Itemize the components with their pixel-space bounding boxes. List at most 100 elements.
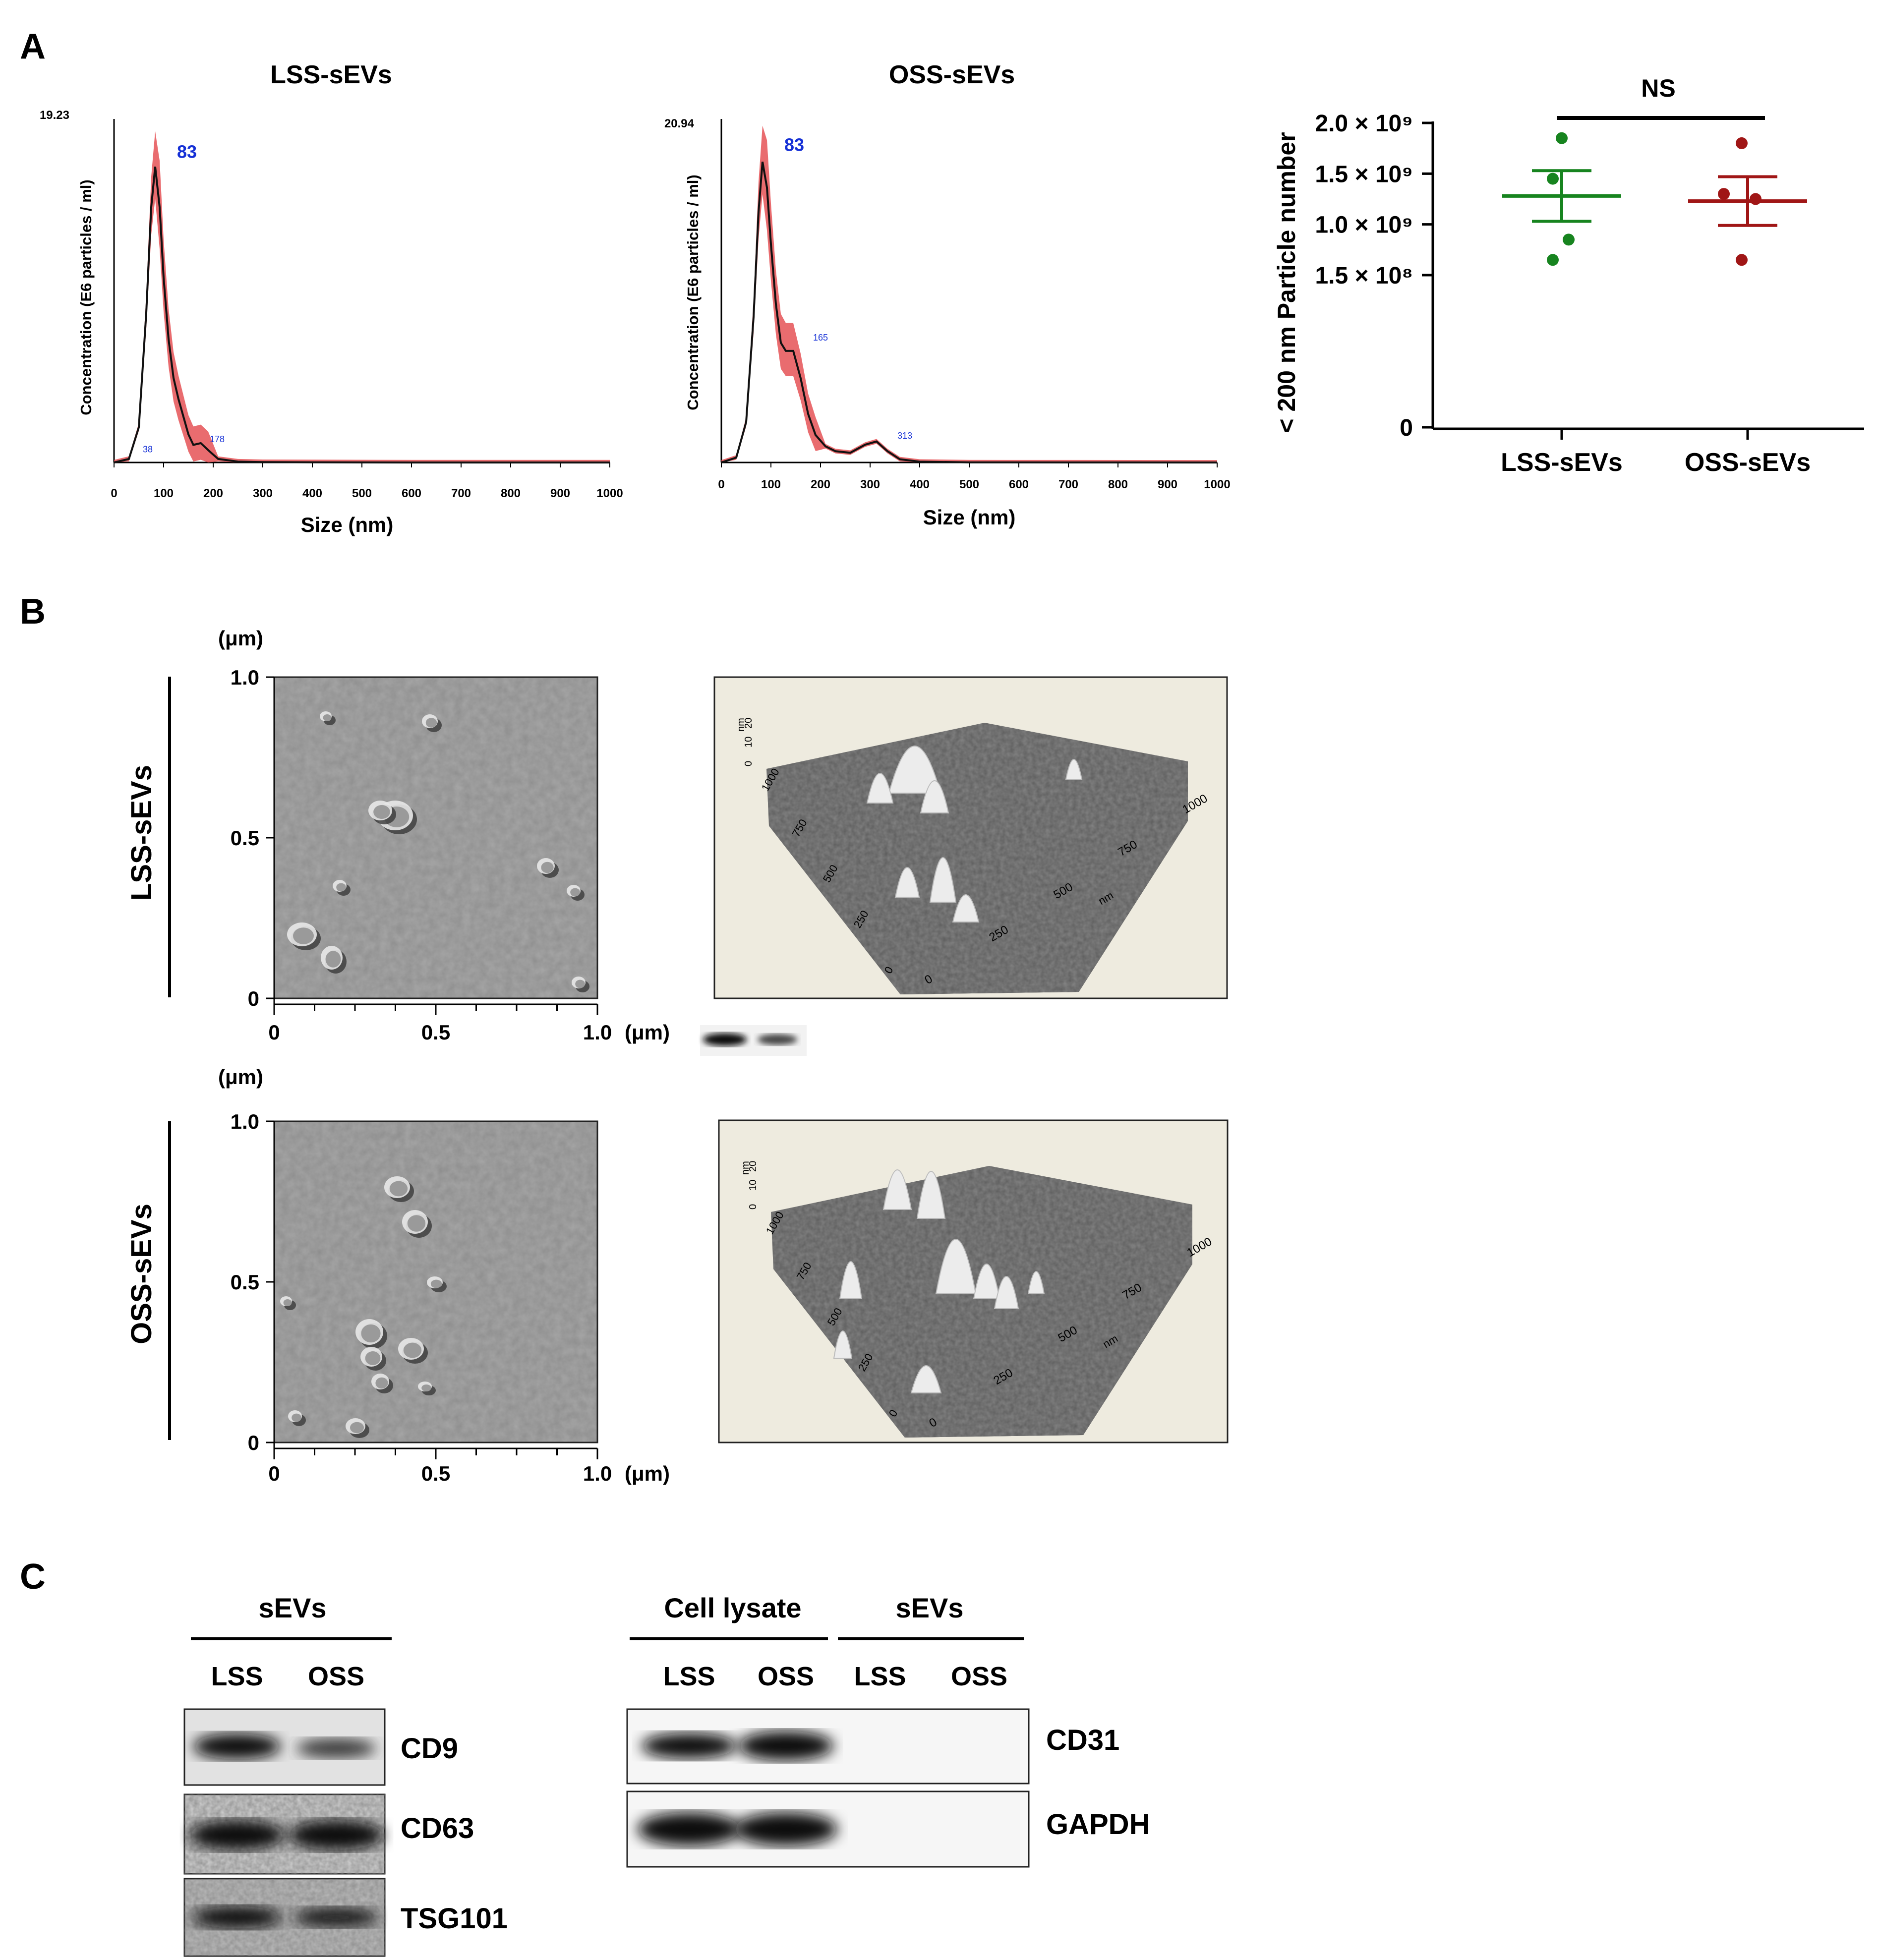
nta-x-tick-label: 600: [402, 487, 421, 500]
nta-x-tick-label: 600: [1009, 478, 1029, 491]
ns-label: NS: [1641, 74, 1675, 102]
nta-peak-labels: 83 165 313: [784, 135, 912, 441]
particle-scatter-plot: < 200 nm Particle number NS 0 1.5 × 10⁸ 1.…: [1273, 74, 1864, 477]
afm-3d-peak: [882, 1169, 912, 1210]
nta-mean-line: [721, 161, 1218, 463]
nta-y-axis-label: Concentration (E6 particles / ml): [684, 174, 702, 410]
nta-peak-label: 313: [897, 431, 912, 441]
afm-vesicle-core: [336, 883, 346, 892]
scatter-y-axis-label: < 200 nm Particle number: [1273, 132, 1300, 433]
nta-x-tick-label: 200: [811, 478, 830, 491]
nta-x-tick-label: 1000: [1204, 478, 1230, 491]
scatter-point: [1556, 132, 1568, 144]
lane-label-oss: OSS: [951, 1662, 1007, 1691]
afm-x-tick-label: 0: [268, 1021, 280, 1044]
afm-3d-peak: [952, 894, 980, 922]
afm-vesicle-core: [292, 1413, 301, 1422]
blot-group-label: sEVs: [259, 1592, 327, 1623]
scatter-y-tick-label: 1.5 × 10⁹: [1315, 161, 1413, 187]
nta-error-band: [721, 125, 1217, 462]
afm-3d-z-tick: 0: [748, 1204, 759, 1210]
afm-y-tick-label: 1.0: [231, 1110, 259, 1133]
afm-y-tick-label: 1.0: [231, 666, 259, 689]
afm-3d-peak: [1027, 1271, 1045, 1294]
afm-3d-peak: [866, 773, 894, 804]
afm-vesicle-core: [425, 718, 437, 728]
nta-x-tick-label: 900: [550, 487, 570, 500]
nta-ymax-label: 20.94: [664, 117, 695, 130]
scatter-point: [1736, 254, 1748, 266]
afm-vesicle-core: [570, 888, 580, 897]
scatter-point: [1718, 188, 1730, 200]
afm-3d-peak: [1065, 759, 1083, 780]
afm-x-tick-label: 1.0: [583, 1021, 612, 1044]
nta-x-ticks: 0 100 200 300 400 500 600 700 800 900 1000: [111, 462, 623, 500]
stray-blot-band: [703, 1033, 747, 1046]
afm-x-tick-label: 0.5: [421, 1462, 450, 1485]
afm-vesicle-core: [365, 1351, 381, 1365]
afm-y-tick-label: 0.5: [231, 826, 259, 850]
afm-x-tick-label: 1.0: [583, 1462, 612, 1485]
afm-row-label-lss: LSS-sEVs: [125, 765, 158, 901]
blot-label-gapdh: GAPDH: [1046, 1808, 1150, 1841]
nta-x-tick-label: 100: [154, 487, 174, 500]
scatter-point: [1563, 233, 1575, 246]
afm-3d-peak: [994, 1276, 1019, 1309]
afm-vesicle-core: [323, 714, 332, 721]
stray-blot-band: [758, 1034, 797, 1045]
lane-label-oss: OSS: [758, 1662, 814, 1691]
afm-vesicle-core: [403, 1342, 422, 1358]
afm-3d-peak: [920, 780, 949, 813]
nta-x-tick-label: 400: [910, 478, 930, 491]
nta-x-tick-label: 1000: [596, 487, 623, 500]
blot-label-tsg101: TSG101: [401, 1902, 508, 1935]
afm-3d-peak: [833, 1330, 853, 1359]
afm-x-tick-label: 0.5: [421, 1021, 450, 1044]
afm-unit-label: (μm): [625, 1021, 670, 1044]
afm-3d-surface-texture: [771, 1166, 1192, 1438]
afm-3d-peak: [916, 1171, 946, 1219]
nta-x-ticks: 0 100 200 300 400 500 600 700 800 900 1000: [718, 462, 1231, 491]
scatter-y-tick-label: 1.0 × 10⁹: [1315, 212, 1413, 238]
afm-3d-axis-label: nm: [736, 718, 747, 732]
afm-x-tick-label: 0: [268, 1462, 280, 1485]
scatter-y-tick-label: 1.5 × 10⁸: [1315, 263, 1413, 289]
nta-y-axis-label: Concentration (E6 particles / ml): [77, 179, 95, 415]
panel-label-c: C: [20, 1557, 46, 1597]
blot-group-label: Cell lysate: [664, 1592, 801, 1623]
band-cd63-lss: [189, 1820, 285, 1850]
afm-vesicle-core: [421, 1384, 431, 1391]
lane-label-lss: LSS: [663, 1662, 715, 1691]
scatter-point: [1547, 173, 1559, 185]
afm-unit-label: (μm): [625, 1462, 670, 1485]
afm-3d-z-tick: 20: [748, 1161, 759, 1172]
nta-x-axis-label: Size (nm): [923, 506, 1016, 529]
band-gapdh-oss: [734, 1812, 837, 1846]
afm-3d-surfaces: nm010200250500750100002505007501000nmnm0…: [713, 676, 1229, 1443]
band-tsg101-lss: [192, 1906, 282, 1928]
band-cd31-oss: [738, 1731, 833, 1761]
nta-x-tick-label: 800: [501, 487, 521, 500]
nta-x-tick-label: 0: [718, 478, 724, 491]
band-tsg101-oss: [294, 1907, 379, 1927]
afm-3d-peak: [929, 857, 957, 903]
nta-plot-lss: LSS-sEVs 19.23 Concentration (E6 particl…: [40, 60, 623, 536]
afm-vesicle-core: [293, 927, 314, 944]
nta-peak-label: 83: [784, 135, 804, 155]
afm-vesicle-core: [361, 1324, 381, 1343]
afm-vesicle-core: [430, 1279, 442, 1288]
lane-label-oss: OSS: [308, 1662, 364, 1691]
afm-3d-z-tick: 10: [743, 737, 754, 748]
nta-x-tick-label: 0: [111, 487, 117, 500]
scatter-point: [1547, 254, 1559, 266]
nta-title: OSS-sEVs: [889, 60, 1015, 89]
scatter-y-ticks: 0 1.5 × 10⁸ 1.0 × 10⁹ 1.5 × 10⁹ 2.0 × 10⁹: [1315, 111, 1433, 441]
scatter-y-tick-label: 2.0 × 10⁹: [1315, 111, 1413, 137]
afm-vesicle-core: [407, 1215, 426, 1232]
blot-label-cd63: CD63: [401, 1812, 474, 1845]
nta-x-tick-label: 500: [352, 487, 372, 500]
afm-3d-axis-label: nm: [740, 1161, 751, 1175]
lane-label-lss: LSS: [854, 1662, 906, 1691]
blot-group-label: sEVs: [896, 1592, 964, 1623]
